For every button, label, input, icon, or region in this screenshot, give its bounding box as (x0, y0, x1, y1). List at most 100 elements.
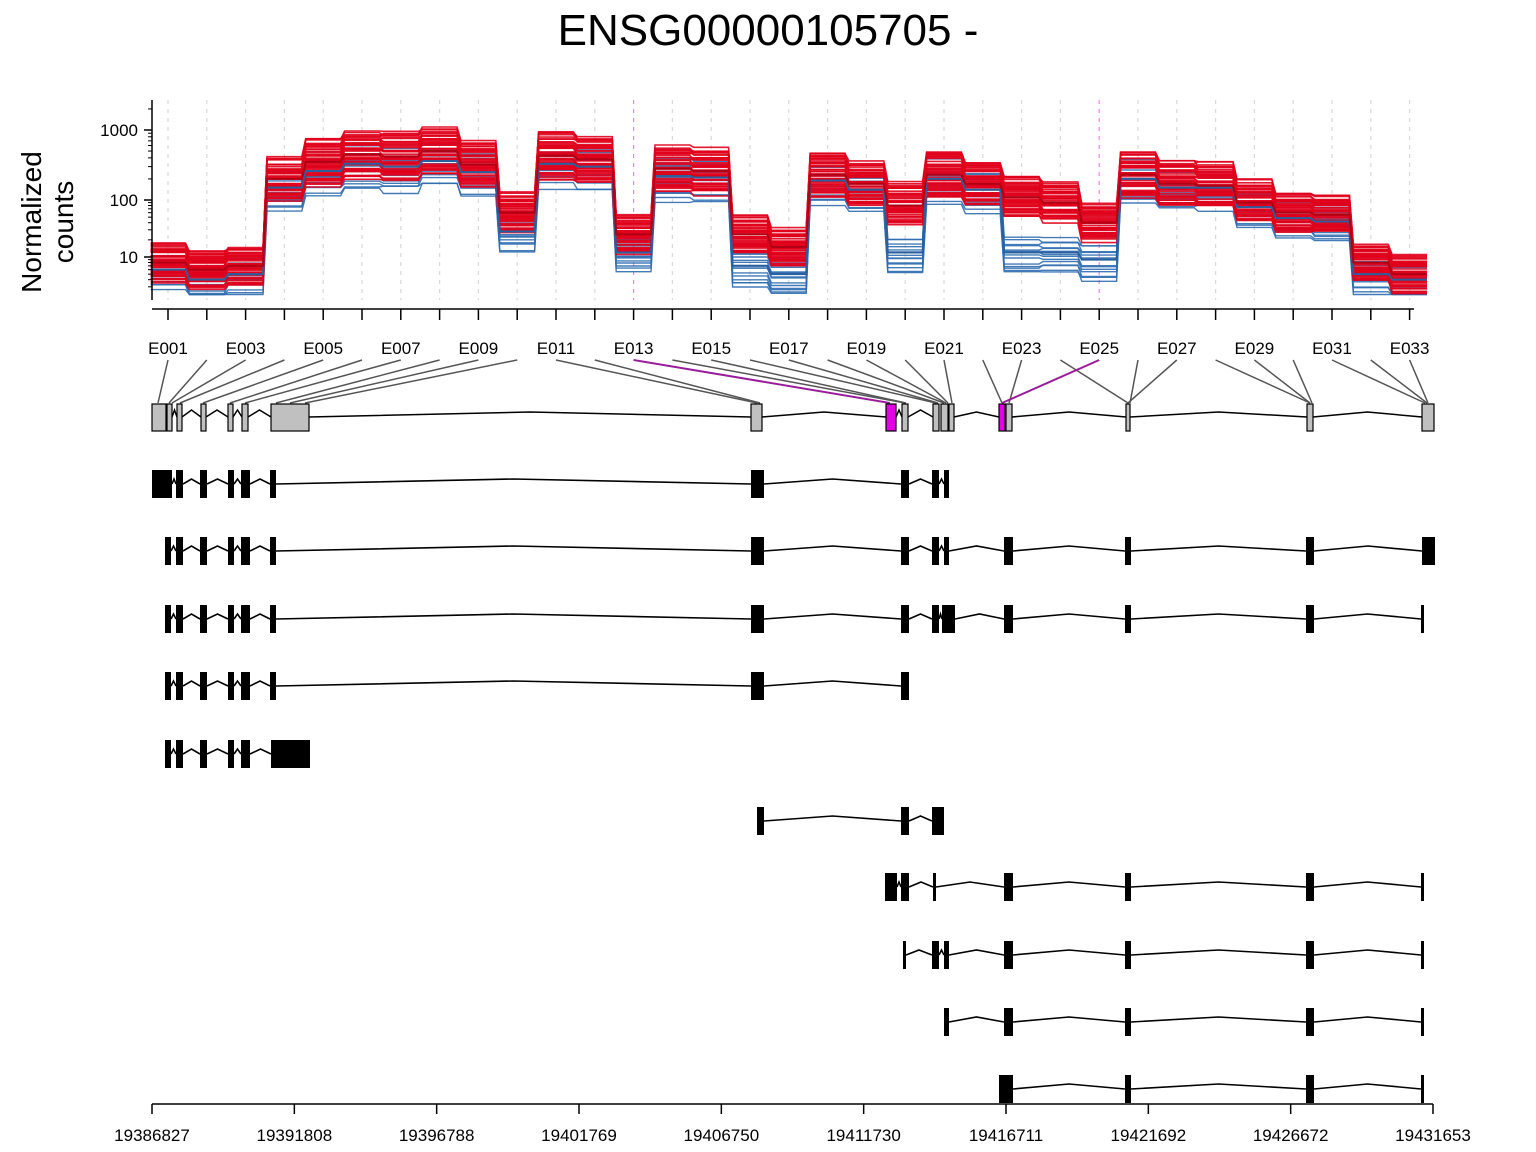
y-tick-label: 100 (110, 191, 138, 210)
transcript-exon (270, 470, 276, 498)
gene-exon (227, 403, 234, 432)
transcript-intron (938, 544, 945, 552)
exon-connector (244, 359, 401, 404)
transcript-intron (206, 748, 229, 755)
gene-exon (901, 403, 909, 432)
exon-label: E001 (148, 339, 188, 358)
transcript-exon (1306, 941, 1314, 969)
transcript-intron (1313, 613, 1422, 620)
y-axis: 10 100 1000 (100, 100, 153, 300)
transcript-exon (1306, 605, 1314, 633)
transcript-exon (228, 605, 234, 633)
exon-label: E003 (226, 339, 266, 358)
transcript (165, 672, 909, 700)
transcript-exon (901, 605, 909, 633)
transcript-exon (241, 672, 250, 700)
transcript-exon (932, 605, 939, 633)
gene-exon (270, 403, 310, 432)
exon-connector (171, 359, 246, 404)
exon-label: E031 (1312, 339, 1352, 358)
gene-intron (232, 408, 243, 418)
x-tick-label: 19391808 (257, 1126, 333, 1145)
transcript-intron (206, 545, 229, 552)
transcript-intron (206, 613, 229, 620)
transcript-exon (944, 1008, 949, 1036)
exon-label: E005 (303, 339, 343, 358)
transcript-intron (1012, 1016, 1126, 1023)
transcript-exon (228, 470, 234, 498)
series-line (150, 139, 1427, 267)
transcript-intron (275, 680, 752, 687)
gene-exon (940, 403, 949, 432)
exon-connector (982, 359, 1003, 404)
transcript (885, 873, 1424, 901)
transcript-intron (1313, 545, 1423, 552)
transcript-exon (932, 941, 939, 969)
transcript-exon (1125, 605, 1131, 633)
transcript (944, 1008, 1424, 1036)
gene-exon (176, 403, 183, 432)
exon-connector (827, 359, 945, 404)
chart-title: ENSG00000105705 - (557, 6, 979, 55)
transcript-intron (908, 478, 933, 485)
transcript-exon (1422, 537, 1435, 565)
transcript-exon (200, 470, 207, 498)
exon-label: E017 (769, 339, 809, 358)
transcript-exon (165, 740, 171, 768)
transcript-intron (170, 544, 177, 552)
series-line (150, 154, 1427, 281)
transcript-intron (171, 476, 177, 485)
transcript-exon (1421, 941, 1424, 969)
transcript-exon (903, 941, 906, 969)
transcript-exon (228, 537, 234, 565)
x-tick-label: 19416711 (969, 1126, 1043, 1145)
transcript-exon (1421, 1075, 1424, 1103)
genomic-x-axis: 19386827 19391808 19396788 19401769 19406750… (114, 1103, 1471, 1145)
transcript-exon (751, 537, 764, 565)
gene-exon (1421, 403, 1435, 432)
transcript-intron (275, 478, 752, 485)
gene-intron (1011, 411, 1127, 418)
x-tick-label: 19426672 (1253, 1126, 1329, 1145)
exon-connector (1253, 359, 1311, 404)
transcript-exon (152, 470, 172, 498)
gene-intron (171, 407, 178, 418)
transcript-exon (176, 470, 183, 498)
exon-connector (168, 359, 208, 404)
transcript-models (152, 470, 1435, 1103)
gene-intron (907, 409, 934, 418)
gene-exon (1005, 403, 1013, 432)
gene-exon (948, 403, 955, 432)
transcript-intron (905, 949, 933, 956)
exon-label: E021 (924, 339, 964, 358)
exon-connector (749, 359, 937, 404)
transcript-intron (182, 680, 201, 687)
exon-connector (275, 359, 440, 404)
transcript-exon (270, 605, 276, 633)
transcript-exon (932, 537, 939, 565)
transcript-exon (176, 740, 183, 768)
transcript-intron (938, 948, 945, 956)
transcript-intron (1012, 949, 1126, 956)
exon-connector (202, 359, 324, 404)
transcript-exon (1125, 1008, 1131, 1036)
transcript-intron (763, 680, 902, 687)
exon-connector (1408, 359, 1429, 404)
exon-connector (555, 359, 758, 404)
transcript-exon (751, 605, 764, 633)
series-line (150, 128, 1427, 256)
gene-intron (895, 408, 903, 418)
transcript-intron (233, 544, 242, 552)
transcript-exon (901, 873, 909, 901)
transcript-intron (908, 545, 933, 552)
exon-connector (866, 359, 947, 404)
transcript-exon (1004, 941, 1013, 969)
series-layer (150, 126, 1427, 296)
transcript-intron (170, 679, 177, 687)
transcript-exon (270, 537, 276, 565)
transcript-exon (1306, 1008, 1314, 1036)
transcript-intron (275, 545, 752, 552)
transcript-exon (241, 605, 250, 633)
exon-connector (943, 359, 953, 404)
transcript (757, 807, 944, 835)
